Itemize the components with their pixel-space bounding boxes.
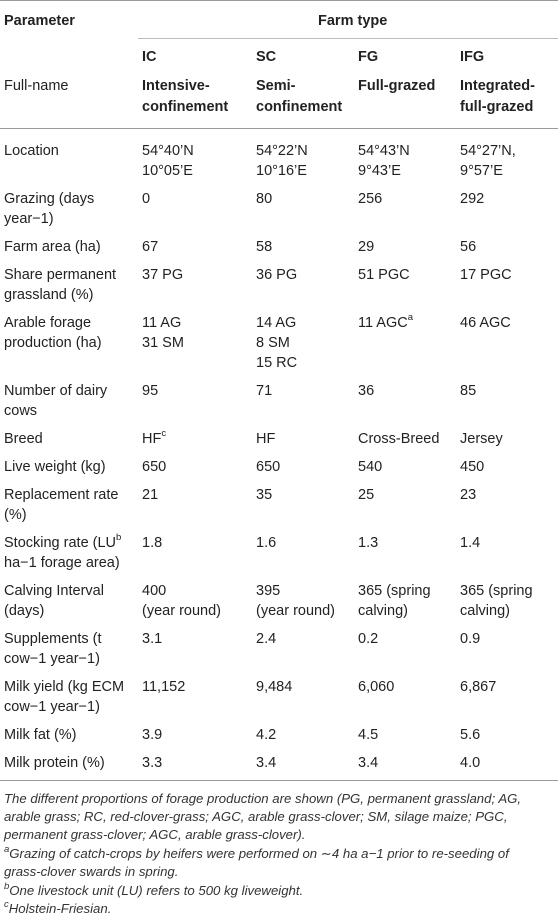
fullname-fg-1: Full-grazed bbox=[358, 78, 436, 94]
fullname-ic-1: Intensive- bbox=[142, 78, 210, 94]
fullname-ic-2: confinement bbox=[142, 99, 229, 115]
code-fg: FG bbox=[358, 49, 379, 65]
header-farm-type: Farm type bbox=[318, 13, 388, 29]
header-parameter: Parameter bbox=[4, 13, 75, 29]
bottom-rule bbox=[0, 780, 558, 781]
fullname-label: Full-name bbox=[4, 78, 69, 94]
fullname-sc-1: Semi- bbox=[256, 78, 296, 94]
farm-type-rule bbox=[138, 38, 558, 39]
top-rule bbox=[0, 0, 558, 1]
code-sc: SC bbox=[256, 49, 277, 65]
code-ifg: IFG bbox=[460, 49, 485, 65]
code-ic: IC bbox=[142, 49, 157, 65]
header-bottom-rule bbox=[0, 128, 558, 129]
fullname-sc-2: confinement bbox=[256, 99, 343, 115]
fullname-ifg-1: Integrated- bbox=[460, 78, 535, 94]
fullname-ifg-2: full-grazed bbox=[460, 99, 534, 115]
